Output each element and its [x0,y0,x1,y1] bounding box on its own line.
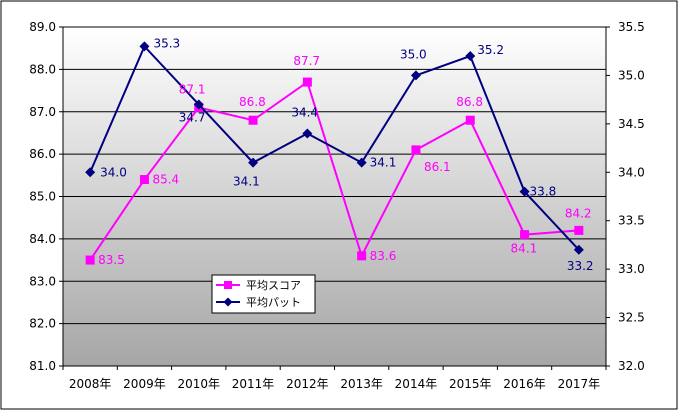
putt-data-label: 35.0 [400,47,427,61]
score-data-label: 87.7 [293,54,320,68]
score-point [139,175,149,185]
x-tick-label: 2017年 [558,377,601,391]
right-tick-label: 32.0 [618,359,645,373]
score-point [465,115,475,125]
right-tick-label: 34.0 [618,165,645,179]
right-tick-label: 33.0 [618,262,645,276]
x-tick-label: 2011年 [232,377,275,391]
score-data-label: 84.2 [565,206,592,220]
left-tick-label: 85.0 [29,190,56,204]
putt-data-label: 35.3 [153,36,180,50]
putt-point [573,244,584,255]
series-line-score [89,80,579,261]
left-tick-label: 84.0 [29,232,56,246]
left-tick-label: 87.0 [29,105,56,119]
score-data-label: 85.4 [152,173,179,187]
score-point [248,115,258,125]
right-tick-label: 32.5 [618,311,645,325]
score-data-label: 84.1 [511,242,538,256]
right-tick-label: 33.5 [618,214,645,228]
score-point [574,225,584,235]
right-tick-label: 34.5 [618,117,645,131]
putt-point [248,157,259,168]
putt-data-label: 33.8 [530,185,557,199]
putt-point [139,41,150,52]
legend-label-score: 平均スコア [246,279,301,292]
score-data-label: 86.8 [239,95,266,109]
x-tick-label: 2013年 [340,377,383,391]
putt-point [302,128,313,139]
x-tick-label: 2009年 [123,377,166,391]
legend-marker-score [224,281,232,289]
x-tick-label: 2008年 [69,377,112,391]
score-data-label: 86.1 [424,160,451,174]
putt-data-label: 34.1 [233,175,260,189]
x-tick-label: 2012年 [286,377,329,391]
left-tick-label: 83.0 [29,274,56,288]
score-data-label: 86.8 [456,95,483,109]
putt-data-label: 34.0 [100,165,127,179]
left-tick-label: 81.0 [29,359,56,373]
score-point [357,251,367,261]
x-tick-label: 2015年 [449,377,492,391]
score-data-label: 83.5 [98,253,125,267]
putt-point [410,70,421,81]
legend-marker-putt [223,297,233,307]
left-tick-label: 82.0 [29,317,56,331]
putt-point [85,167,96,178]
putt-point [193,99,204,110]
right-tick-label: 35.0 [618,68,645,82]
putt-data-label: 34.1 [370,156,397,170]
putt-data-label: 35.2 [477,43,504,57]
score-data-label: 87.1 [179,83,206,97]
left-axis-ticks: 81.0 82.0 83.0 84.0 85.0 86.0 87.0 88.0 89.0 [29,20,63,373]
score-point [520,230,530,240]
x-axis-ticks: 2008年 2009年 2010年 2011年 2012年 2013年 2014年 2015年… [62,366,607,391]
putt-data-label: 34.7 [179,110,206,124]
legend: 平均スコア 平均パット [211,274,316,314]
legend-label-putt: 平均パット [246,296,301,309]
left-tick-label: 86.0 [29,147,56,161]
putt-data-label: 33.2 [567,259,594,273]
left-tick-label: 88.0 [29,62,56,76]
x-tick-label: 2016年 [503,377,546,391]
x-tick-label: 2014年 [395,377,438,391]
score-point [302,77,312,87]
right-tick-label: 35.5 [618,20,645,34]
putt-point [356,157,367,168]
series-layer: 83.5 85.4 87.1 86.8 87.7 83.6 86.1 86.8 84.1 84.2… [85,36,594,273]
score-point [411,145,421,155]
putt-point [465,51,476,62]
gridlines [63,68,606,325]
x-tick-label: 2010年 [177,377,220,391]
series-line-putt [89,44,580,251]
putt-point [519,186,530,197]
right-axis-ticks: 32.0 32.5 33.0 33.5 34.0 34.5 35.0 35.5 [606,20,645,373]
putt-data-label: 34.4 [291,106,318,120]
score-point [85,255,95,265]
score-data-label: 83.6 [370,249,397,263]
left-tick-label: 89.0 [29,20,56,34]
